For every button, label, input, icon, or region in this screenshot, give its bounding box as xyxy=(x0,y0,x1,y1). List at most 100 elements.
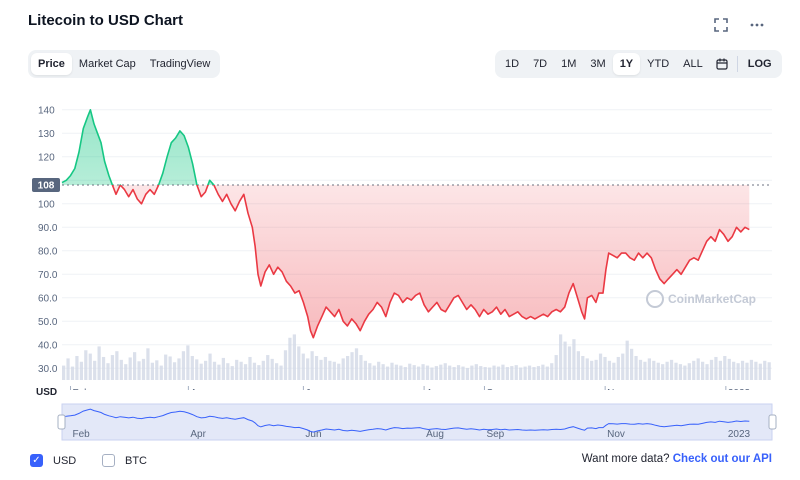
volume-bar xyxy=(572,339,576,380)
volume-bar xyxy=(638,359,643,380)
usd-toggle[interactable]: ✓ USD xyxy=(30,454,76,467)
tab-price[interactable]: Price xyxy=(31,53,72,75)
volume-bar xyxy=(128,357,132,380)
volume-bar xyxy=(643,361,647,380)
volume-bar xyxy=(217,364,221,380)
volume-bar xyxy=(763,360,767,380)
volume-bar xyxy=(758,363,762,380)
volume-bar xyxy=(705,364,709,380)
price-line-down xyxy=(111,184,750,339)
volume-bar xyxy=(346,356,350,380)
volume-bar xyxy=(275,363,279,380)
volume-bar xyxy=(754,361,758,380)
navigator-selection[interactable] xyxy=(61,403,773,441)
volume-bar xyxy=(195,359,199,380)
price-chart[interactable]: 30.0 40.0 50.0 60.0 70.0 80.0 90.0 100 120 130 140… xyxy=(0,90,800,390)
range-all[interactable]: ALL xyxy=(683,58,703,70)
volume-bar xyxy=(137,361,141,380)
volume-bar xyxy=(412,365,416,380)
volume-bar xyxy=(661,364,665,380)
y-tick-label: 30.0 xyxy=(38,364,58,375)
volume-bar xyxy=(554,355,558,380)
range-3m[interactable]: 3M xyxy=(590,58,606,70)
volume-bar xyxy=(674,362,678,380)
calendar-icon[interactable] xyxy=(710,53,734,75)
volume-bar xyxy=(456,365,461,380)
volume-bar xyxy=(709,359,714,380)
volume-bar xyxy=(523,366,527,380)
volume-bar xyxy=(310,351,314,380)
navigator-tick-label: Feb xyxy=(73,429,91,440)
volume-bar xyxy=(461,366,465,380)
volume-bar xyxy=(350,352,354,380)
volume-bar xyxy=(701,361,705,380)
volume-bar xyxy=(221,357,225,380)
volume-bar xyxy=(448,365,452,380)
volume-bar xyxy=(306,358,310,380)
volume-bar xyxy=(261,360,265,380)
volume-bar xyxy=(381,364,385,380)
volume-bar xyxy=(496,366,501,380)
range-1y[interactable]: 1Y xyxy=(612,53,641,75)
volume-bar xyxy=(243,364,248,380)
volume-bar xyxy=(634,356,638,380)
volume-bar xyxy=(292,334,296,380)
volume-bar xyxy=(62,365,66,380)
range-ytd[interactable]: YTD xyxy=(647,58,670,70)
navigator-right-handle[interactable] xyxy=(768,414,777,430)
log-toggle[interactable]: LOG xyxy=(747,58,772,70)
navigator-tick-label: Jun xyxy=(305,429,321,440)
volume-bar xyxy=(656,362,660,380)
watermark-text: CoinMarketCap xyxy=(668,292,756,306)
volume-bar xyxy=(683,365,687,380)
range-1d[interactable]: 1D xyxy=(505,58,520,70)
btc-toggle[interactable]: BTC xyxy=(102,454,147,467)
volume-bar xyxy=(714,356,718,380)
volume-bar xyxy=(279,365,283,380)
y-axis: 30.0 40.0 50.0 60.0 70.0 80.0 90.0 100 120 130 140 xyxy=(38,105,58,375)
y-tick-label: 90.0 xyxy=(38,223,58,234)
volume-bar xyxy=(70,366,75,380)
volume-bar xyxy=(155,360,159,380)
x-tick-label: Nov xyxy=(607,388,625,390)
volume-bar xyxy=(110,355,115,380)
volume-bar xyxy=(168,356,172,380)
usd-checkbox[interactable]: ✓ xyxy=(30,454,43,467)
volume-bar xyxy=(621,353,625,380)
volume-bar xyxy=(212,361,217,380)
volume-bar xyxy=(297,346,301,380)
volume-bar xyxy=(115,351,119,380)
volume-bar xyxy=(190,356,194,380)
volume-bar xyxy=(101,356,106,380)
tab-market-cap[interactable]: Market Cap xyxy=(78,58,136,70)
navigator-left-handle[interactable] xyxy=(57,414,66,430)
expand-icon[interactable] xyxy=(712,16,730,34)
volume-bar xyxy=(470,365,474,380)
api-link[interactable]: Check out our API xyxy=(672,453,772,465)
volume-bar xyxy=(718,360,722,380)
volume-bar xyxy=(740,360,745,380)
more-dots-icon[interactable] xyxy=(748,16,766,34)
volume-bar xyxy=(164,354,168,380)
volume-bar xyxy=(625,340,629,380)
volume-bar xyxy=(550,363,554,380)
volume-bar xyxy=(687,363,691,380)
range-navigator[interactable]: Feb Apr Jun Aug Sep Nov 2023 xyxy=(0,400,800,444)
volume-bar xyxy=(119,359,123,380)
volume-bar xyxy=(767,362,771,380)
volume-bar xyxy=(359,355,363,380)
range-1m[interactable]: 1M xyxy=(561,58,577,70)
btc-checkbox[interactable] xyxy=(102,454,115,467)
reference-badge-label: 108 xyxy=(38,180,55,191)
tab-tradingview[interactable]: TradingView xyxy=(149,58,211,70)
volume-bar xyxy=(337,363,341,380)
volume-bar xyxy=(479,366,483,380)
volume-bar xyxy=(594,359,598,380)
area-fill xyxy=(62,109,750,338)
volume-bar xyxy=(319,359,323,380)
volume-bar xyxy=(159,365,163,380)
volume-bar xyxy=(425,365,430,380)
volume-bar xyxy=(385,366,390,380)
volume-bar xyxy=(603,356,607,380)
range-7d[interactable]: 7D xyxy=(533,58,548,70)
